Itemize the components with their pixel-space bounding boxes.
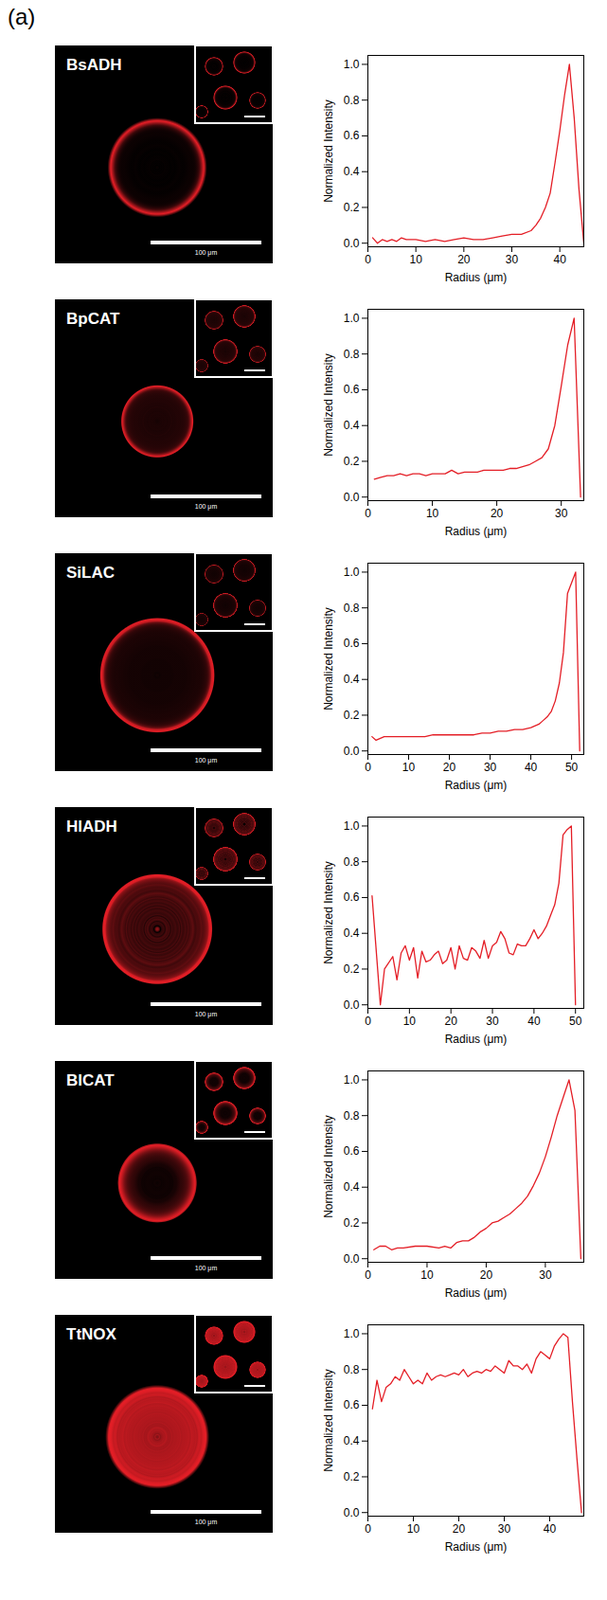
svg-text:10: 10 — [403, 1014, 417, 1028]
svg-text:30: 30 — [554, 506, 569, 520]
svg-text:20: 20 — [445, 1014, 459, 1028]
svg-text:0.4: 0.4 — [343, 164, 360, 179]
html-text:(a): (a) — [7, 3, 36, 30]
svg-text:10: 10 — [407, 1521, 421, 1536]
svg-text:BpCAT: BpCAT — [66, 309, 121, 328]
svg-text:0.0: 0.0 — [343, 744, 360, 758]
svg-text:10: 10 — [409, 252, 423, 267]
svg-text:Radius (μm): Radius (μm) — [445, 1539, 508, 1554]
svg-text:0.8: 0.8 — [343, 855, 360, 869]
svg-text:20: 20 — [480, 1267, 494, 1282]
svg-text:Normalized Intensity: Normalized Intensity — [321, 1368, 336, 1472]
svg-text:0: 0 — [364, 1267, 372, 1282]
svg-text:10: 10 — [420, 1267, 434, 1282]
svg-text:100 μm: 100 μm — [195, 1010, 218, 1018]
svg-text:1.0: 1.0 — [343, 57, 360, 72]
svg-text:Normalized Intensity: Normalized Intensity — [321, 99, 336, 203]
svg-text:20: 20 — [452, 1521, 466, 1536]
svg-text:0.2: 0.2 — [343, 1215, 360, 1230]
svg-text:100 μm: 100 μm — [195, 502, 218, 511]
svg-text:20: 20 — [457, 252, 471, 267]
svg-text:30: 30 — [485, 1014, 500, 1028]
svg-text:30: 30 — [483, 760, 498, 774]
svg-text:0.8: 0.8 — [343, 1362, 360, 1376]
svg-text:0.6: 0.6 — [343, 636, 360, 650]
svg-text:SiLAC: SiLAC — [66, 563, 115, 582]
svg-text:30: 30 — [538, 1267, 553, 1282]
svg-text:1.0: 1.0 — [343, 1326, 360, 1340]
svg-text:0.0: 0.0 — [343, 1251, 360, 1266]
svg-text:TtNOX: TtNOX — [66, 1324, 118, 1343]
svg-text:10: 10 — [402, 760, 416, 774]
svg-text:0.4: 0.4 — [343, 1433, 360, 1447]
svg-text:30: 30 — [505, 252, 519, 267]
svg-text:30: 30 — [498, 1521, 512, 1536]
svg-text:100 μm: 100 μm — [195, 249, 218, 257]
svg-text:40: 40 — [527, 1014, 541, 1028]
svg-text:50: 50 — [565, 760, 579, 774]
svg-text:0.6: 0.6 — [343, 1143, 360, 1158]
svg-text:0.0: 0.0 — [343, 1505, 360, 1519]
svg-text:1.0: 1.0 — [343, 565, 360, 579]
svg-text:0.4: 0.4 — [343, 418, 360, 432]
svg-text:0.4: 0.4 — [343, 672, 360, 686]
svg-text:Radius (μm): Radius (μm) — [445, 1285, 508, 1300]
svg-text:0.0: 0.0 — [343, 236, 360, 250]
svg-text:0.8: 0.8 — [343, 1108, 360, 1123]
svg-text:0.2: 0.2 — [343, 1469, 360, 1483]
svg-text:10: 10 — [426, 506, 440, 520]
svg-text:0: 0 — [364, 1521, 372, 1536]
svg-text:Normalized Intensity: Normalized Intensity — [321, 353, 336, 457]
svg-text:20: 20 — [443, 760, 457, 774]
svg-text:0.4: 0.4 — [343, 1179, 360, 1194]
svg-text:0.2: 0.2 — [343, 708, 360, 722]
svg-text:0.6: 0.6 — [343, 890, 360, 904]
svg-text:0.6: 0.6 — [343, 382, 360, 396]
svg-text:0.6: 0.6 — [343, 128, 360, 143]
svg-text:1.0: 1.0 — [343, 819, 360, 833]
svg-text:0.0: 0.0 — [343, 998, 360, 1012]
svg-text:20: 20 — [490, 506, 504, 520]
svg-text:Radius (μm): Radius (μm) — [445, 524, 508, 538]
svg-text:Radius (μm): Radius (μm) — [445, 778, 508, 792]
svg-text:0.8: 0.8 — [343, 347, 360, 361]
svg-text:1.0: 1.0 — [343, 311, 360, 325]
svg-text:1.0: 1.0 — [343, 1072, 360, 1087]
svg-text:100 μm: 100 μm — [195, 756, 218, 765]
svg-text:0: 0 — [364, 252, 372, 267]
svg-text:0: 0 — [364, 506, 372, 520]
svg-text:Radius (μm): Radius (μm) — [445, 270, 508, 285]
svg-text:0: 0 — [364, 1014, 372, 1028]
svg-text:Normalized Intensity: Normalized Intensity — [321, 607, 336, 711]
svg-text:0.2: 0.2 — [343, 962, 360, 976]
svg-text:HlADH: HlADH — [66, 817, 118, 836]
svg-text:0.2: 0.2 — [343, 200, 360, 215]
svg-text:0: 0 — [364, 760, 372, 774]
svg-text:40: 40 — [524, 760, 538, 774]
svg-text:100 μm: 100 μm — [195, 1264, 218, 1272]
svg-text:40: 40 — [543, 1521, 557, 1536]
svg-text:100 μm: 100 μm — [195, 1517, 218, 1526]
svg-text:0.2: 0.2 — [343, 454, 360, 468]
svg-text:0.6: 0.6 — [343, 1397, 360, 1411]
svg-text:0.8: 0.8 — [343, 93, 360, 108]
svg-text:Radius (μm): Radius (μm) — [445, 1032, 508, 1046]
svg-text:0.4: 0.4 — [343, 926, 360, 940]
svg-text:50: 50 — [569, 1014, 583, 1028]
svg-text:BsADH: BsADH — [66, 55, 123, 74]
svg-text:Normalized Intensity: Normalized Intensity — [321, 1114, 336, 1218]
svg-text:0.0: 0.0 — [343, 490, 360, 504]
svg-text:Normalized Intensity: Normalized Intensity — [321, 860, 336, 965]
svg-text:BlCAT: BlCAT — [66, 1071, 115, 1090]
svg-text:0.8: 0.8 — [343, 601, 360, 615]
svg-text:40: 40 — [553, 252, 567, 267]
